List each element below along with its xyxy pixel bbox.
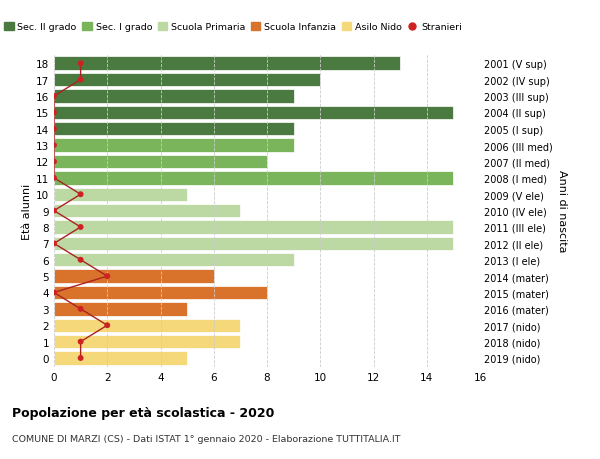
Bar: [54, 221, 454, 234]
Point: [76, 257, 85, 264]
Point: [49, 207, 59, 215]
Point: [49, 240, 59, 247]
Bar: [54, 270, 214, 283]
Bar: [54, 352, 187, 365]
Point: [49, 289, 59, 297]
Bar: [54, 123, 293, 136]
Bar: [54, 188, 187, 202]
Bar: [54, 172, 454, 185]
Bar: [54, 335, 241, 348]
Point: [76, 306, 85, 313]
Point: [49, 109, 59, 117]
Bar: [54, 57, 400, 71]
Point: [49, 158, 59, 166]
Point: [49, 142, 59, 150]
Point: [76, 338, 85, 346]
Bar: [54, 106, 454, 120]
Point: [76, 191, 85, 198]
Y-axis label: Età alunni: Età alunni: [22, 183, 32, 239]
Legend: Sec. II grado, Sec. I grado, Scuola Primaria, Scuola Infanzia, Asilo Nido, Stran: Sec. II grado, Sec. I grado, Scuola Prim…: [1, 19, 466, 36]
Text: Popolazione per età scolastica - 2020: Popolazione per età scolastica - 2020: [12, 406, 274, 419]
Point: [49, 93, 59, 101]
Bar: [54, 237, 454, 251]
Bar: [54, 90, 293, 103]
Text: COMUNE DI MARZI (CS) - Dati ISTAT 1° gennaio 2020 - Elaborazione TUTTITALIA.IT: COMUNE DI MARZI (CS) - Dati ISTAT 1° gen…: [12, 434, 401, 443]
Bar: [54, 302, 187, 316]
Point: [103, 322, 112, 329]
Point: [76, 61, 85, 68]
Point: [49, 175, 59, 182]
Bar: [54, 139, 293, 152]
Bar: [54, 319, 241, 332]
Bar: [54, 253, 293, 267]
Point: [76, 77, 85, 84]
Bar: [54, 204, 241, 218]
Point: [49, 126, 59, 133]
Bar: [54, 74, 320, 87]
Point: [76, 224, 85, 231]
Y-axis label: Anni di nascita: Anni di nascita: [557, 170, 567, 252]
Bar: [54, 286, 267, 300]
Bar: [54, 156, 267, 169]
Point: [103, 273, 112, 280]
Point: [76, 354, 85, 362]
